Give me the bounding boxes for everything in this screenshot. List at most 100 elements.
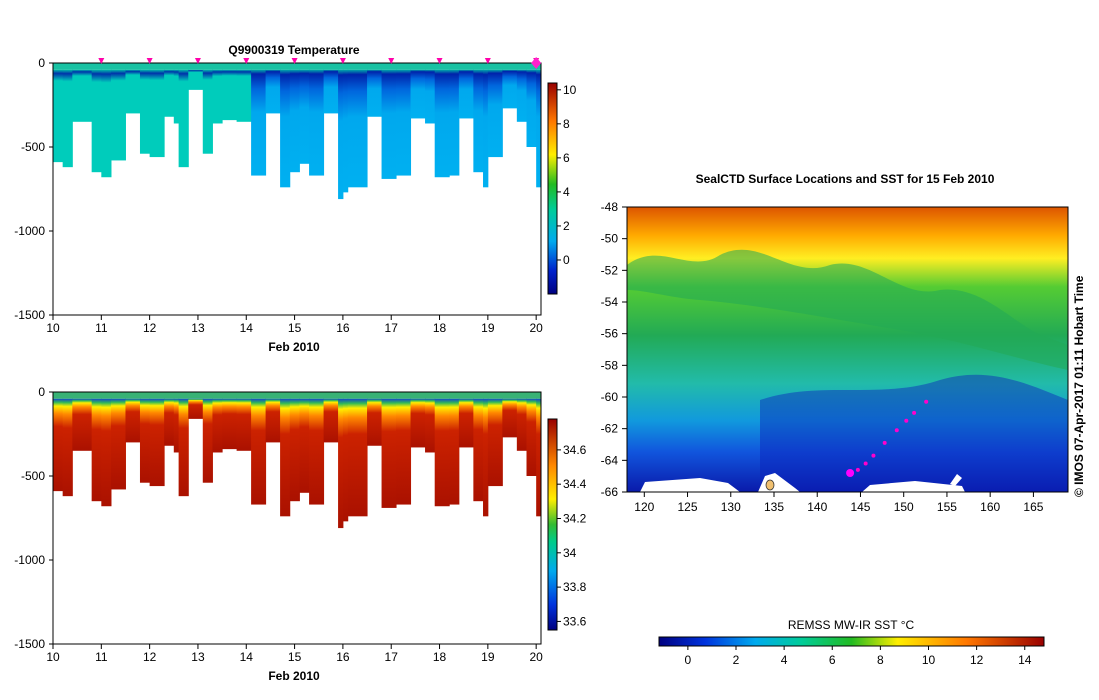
colorbar-tick-label: 33.8 <box>563 580 587 594</box>
y-tick-label: 0 <box>38 56 45 70</box>
x-tick-label: 11 <box>95 321 108 335</box>
profile-column <box>458 69 474 119</box>
temperature-plot-frame <box>52 62 542 316</box>
salinity-colorbar-ticks: 33.6 33.8 34 34.2 34.4 34.6 <box>557 443 587 628</box>
x-tick-label: 12 <box>143 321 157 335</box>
map-y-tick-label: -60 <box>601 390 619 404</box>
x-tick-label: 18 <box>433 650 447 664</box>
profile-column <box>202 398 213 483</box>
surface-marker <box>146 58 153 64</box>
profile-column <box>536 69 542 188</box>
profile-column <box>188 398 204 419</box>
x-tick-label: 17 <box>385 650 399 664</box>
profile-column <box>410 398 426 448</box>
track-point <box>863 461 868 466</box>
colorbar-tick-label: 34 <box>563 546 577 560</box>
profile-column <box>487 398 503 487</box>
profile-column <box>139 398 151 483</box>
map-y-tick-label: -52 <box>601 263 619 277</box>
y-tick-label: 0 <box>38 385 45 399</box>
map-plot-frame <box>626 206 1069 493</box>
surface-marker <box>388 58 395 64</box>
profile-column <box>381 69 397 179</box>
colorbar-tick-label: 2 <box>563 219 570 233</box>
sst-colorbar-tick-label: 10 <box>922 653 936 667</box>
salinity-panel: 0 -500 -1000 -1500 10 11 12 13 14 15 16 17 18 19 20 F… <box>14 385 586 683</box>
track-point <box>904 418 909 423</box>
profile-column <box>149 69 165 158</box>
salinity-x-ticks: 10 11 12 13 14 15 16 17 18 19 20 <box>46 644 543 664</box>
profile-column <box>173 69 180 124</box>
y-tick-label: -1000 <box>14 224 45 238</box>
antarctic-coast <box>640 473 965 492</box>
colorbar-tick-label: 8 <box>563 117 570 131</box>
profile-column <box>487 69 503 158</box>
x-tick-label: 12 <box>143 650 157 664</box>
x-tick-label: 19 <box>481 321 495 335</box>
sst-colorbar-tick-label: 2 <box>733 653 740 667</box>
profile-column <box>425 69 436 124</box>
profile-column <box>473 69 484 173</box>
profile-column <box>125 69 141 114</box>
profile-column <box>338 398 344 529</box>
coastal-feature <box>765 479 775 491</box>
map-x-tick-label: 135 <box>764 500 784 514</box>
surface-layer <box>53 63 541 70</box>
map-title: SealCTD Surface Locations and SST for 15… <box>696 172 995 186</box>
x-tick-label: 13 <box>191 321 205 335</box>
track-point <box>894 428 899 433</box>
x-tick-label: 14 <box>240 321 254 335</box>
profile-column <box>236 69 252 122</box>
profile-column <box>202 69 213 154</box>
map-y-tick-label: -66 <box>601 485 619 499</box>
track-point <box>871 453 876 458</box>
sst-colorbar-tick-label: 0 <box>685 653 692 667</box>
colorbar-tick-label: 34.4 <box>563 477 587 491</box>
colorbar-tick-label: 34.6 <box>563 443 587 457</box>
salinity-xlabel: Feb 2010 <box>268 669 320 683</box>
profile-column <box>125 398 141 443</box>
profile-column <box>309 69 325 176</box>
sst-colorbar-tick-label: 8 <box>877 653 884 667</box>
profile-column <box>449 69 460 176</box>
profile-column <box>473 398 484 502</box>
profile-column <box>347 69 368 188</box>
y-tick-label: -1000 <box>14 553 45 567</box>
x-tick-label: 11 <box>95 650 108 664</box>
profile-column <box>62 69 73 168</box>
map-y-tick-label: -64 <box>601 453 619 467</box>
surface-layer <box>53 392 541 399</box>
salinity-plot-frame <box>52 391 542 645</box>
temperature-profiles <box>53 63 542 200</box>
map-x-tick-label: 145 <box>850 500 870 514</box>
profile-column <box>502 398 518 438</box>
surface-marker <box>339 58 346 64</box>
profile-column <box>149 398 165 487</box>
map-x-ticks: 120 125 130 135 140 145 150 155 160 165 <box>634 492 1044 514</box>
x-tick-label: 16 <box>336 650 350 664</box>
sst-cold-water <box>760 374 1068 492</box>
profile-column <box>410 69 426 119</box>
profile-column <box>516 69 528 122</box>
temperature-xlabel: Feb 2010 <box>268 340 320 354</box>
profile-column <box>342 69 349 193</box>
map-x-tick-label: 140 <box>807 500 827 514</box>
x-tick-label: 20 <box>529 321 543 335</box>
surface-marker <box>484 58 491 64</box>
profile-column <box>212 69 223 124</box>
colorbar-tick-label: 0 <box>563 253 570 267</box>
profile-column <box>502 69 518 109</box>
profile-column <box>62 398 73 497</box>
profile-column <box>526 69 537 147</box>
map-y-ticks: -48 -50 -52 -54 -56 -58 -60 -62 -64 -66 <box>601 200 627 499</box>
profile-column <box>101 69 112 178</box>
map-x-tick-label: 165 <box>1023 500 1043 514</box>
x-tick-label: 15 <box>288 650 302 664</box>
profile-column <box>483 69 489 188</box>
surface-marker <box>194 58 201 64</box>
sst-colorbar-ticks: 0 2 4 6 8 10 12 14 <box>685 646 1032 667</box>
x-tick-label: 16 <box>336 321 350 335</box>
profile-column <box>309 398 325 505</box>
colorbar-tick-label: 10 <box>563 83 577 97</box>
